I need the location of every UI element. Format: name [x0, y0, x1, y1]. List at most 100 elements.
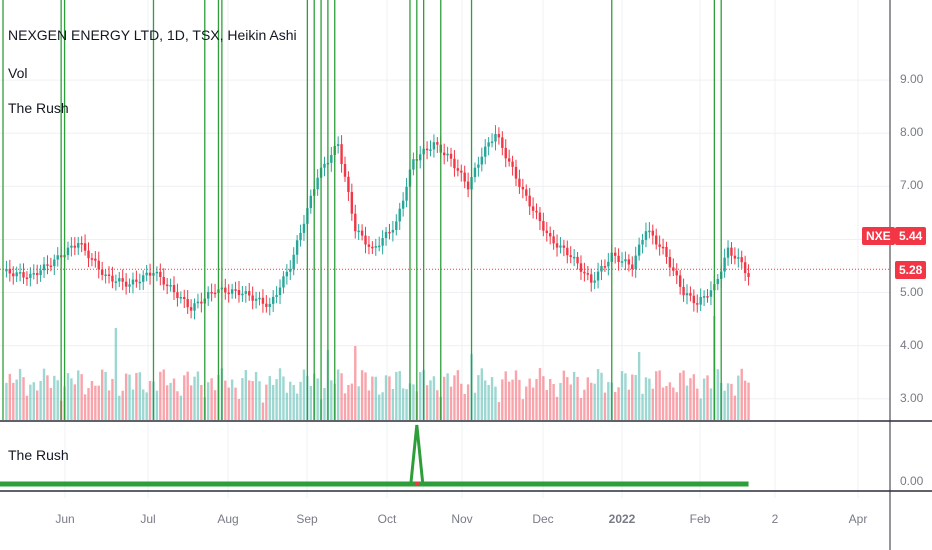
volume-bar — [593, 383, 596, 420]
candle-body — [285, 271, 289, 277]
candle-body — [497, 134, 501, 138]
candle-body — [22, 272, 25, 278]
volume-bar — [494, 386, 497, 420]
volume-bar — [412, 384, 415, 420]
candle-body — [528, 195, 531, 207]
volume-bar — [661, 387, 665, 420]
candle-body — [295, 240, 299, 255]
prev-close-badge: 5.28 — [895, 261, 927, 279]
volume-bar — [237, 398, 241, 420]
symbol-badge: NXE — [862, 227, 895, 245]
volume-bar — [275, 379, 278, 420]
indicator-rush-label[interactable]: The Rush — [8, 100, 69, 116]
volume-bar — [271, 385, 275, 420]
candle-body — [87, 250, 90, 259]
volume-bar — [364, 372, 367, 420]
candle-body — [593, 280, 596, 283]
x-tick-label: Apr — [848, 512, 868, 526]
volume-bar — [135, 373, 138, 420]
candle-body — [258, 297, 261, 300]
volume-bar — [484, 380, 487, 420]
volume-bar — [668, 382, 672, 420]
volume-bar — [354, 346, 357, 420]
volume-bar — [261, 402, 265, 420]
lower-pane-title[interactable]: The Rush — [8, 447, 69, 463]
x-tick-label: Jun — [55, 512, 75, 526]
volume-bar — [49, 387, 53, 420]
candle-body — [90, 258, 94, 260]
volume-bar — [613, 391, 617, 420]
volume-bar — [723, 390, 726, 420]
volume-bar — [583, 389, 586, 420]
volume-bar — [655, 371, 658, 420]
volume-bar — [658, 370, 661, 420]
volume-bar — [562, 370, 566, 420]
volume-bar — [309, 386, 312, 420]
volume-bar — [118, 395, 121, 420]
volume-bar — [289, 381, 292, 420]
volume-bar — [730, 383, 733, 420]
volume-bar — [15, 379, 18, 420]
volume-bar — [425, 385, 429, 420]
volume-bar — [104, 371, 107, 420]
x-tick-label: Nov — [451, 512, 473, 526]
candle-body — [36, 273, 39, 276]
volume-bar — [292, 385, 295, 420]
volume-bar — [32, 382, 35, 420]
volume-bar — [552, 384, 555, 420]
volume-bar — [124, 373, 128, 420]
volume-bar — [378, 394, 381, 420]
volume-bar — [737, 375, 740, 420]
volume-bar — [740, 368, 743, 420]
chart-title[interactable]: NEXGEN ENERGY LTD, 1D, TSX, Heikin Ashi — [8, 27, 297, 43]
candle-body — [323, 163, 326, 168]
candle-body — [487, 142, 490, 147]
candle-body — [118, 278, 121, 282]
volume-bar — [511, 379, 514, 420]
volume-bar — [477, 375, 480, 420]
candle-body — [128, 284, 131, 287]
volume-bar — [446, 373, 449, 420]
volume-bar — [374, 376, 377, 420]
candle-body — [282, 276, 285, 288]
candle-body — [354, 213, 357, 232]
candle-body — [145, 272, 148, 276]
candle-body — [644, 231, 648, 240]
candle-body — [555, 243, 559, 248]
volume-bar — [507, 381, 511, 420]
volume-bar — [111, 378, 114, 420]
volume-bar — [302, 369, 306, 420]
candle-body — [330, 155, 333, 163]
volume-bar — [244, 369, 248, 420]
candle-body — [268, 303, 271, 307]
volume-bar — [340, 373, 343, 420]
volume-bar — [689, 378, 692, 420]
candle-body — [169, 285, 172, 287]
candle-body — [412, 159, 415, 170]
volume-bar — [678, 372, 682, 420]
volume-bar — [603, 392, 607, 420]
candle-body — [685, 293, 689, 296]
candle-body — [600, 266, 603, 272]
candle-body — [371, 246, 374, 249]
candles — [5, 125, 750, 320]
candle-body — [230, 289, 234, 294]
volume-bar — [627, 389, 631, 420]
volume-bar — [210, 378, 213, 420]
volume-bar — [586, 377, 590, 420]
volume-bar — [100, 369, 104, 420]
candle-body — [603, 266, 607, 268]
volume-bar — [176, 391, 179, 420]
volume-bar — [644, 377, 648, 420]
candle-body — [237, 289, 241, 296]
rush-y-tick-label: 0.00 — [900, 474, 924, 488]
candle-body — [32, 273, 35, 275]
indicator-vol-label[interactable]: Vol — [8, 65, 28, 81]
candle-body — [678, 275, 682, 287]
candle-body — [189, 307, 193, 311]
candle-body — [456, 168, 460, 171]
candle-body — [668, 256, 672, 268]
candle-body — [419, 154, 422, 161]
candle-body — [347, 176, 350, 193]
